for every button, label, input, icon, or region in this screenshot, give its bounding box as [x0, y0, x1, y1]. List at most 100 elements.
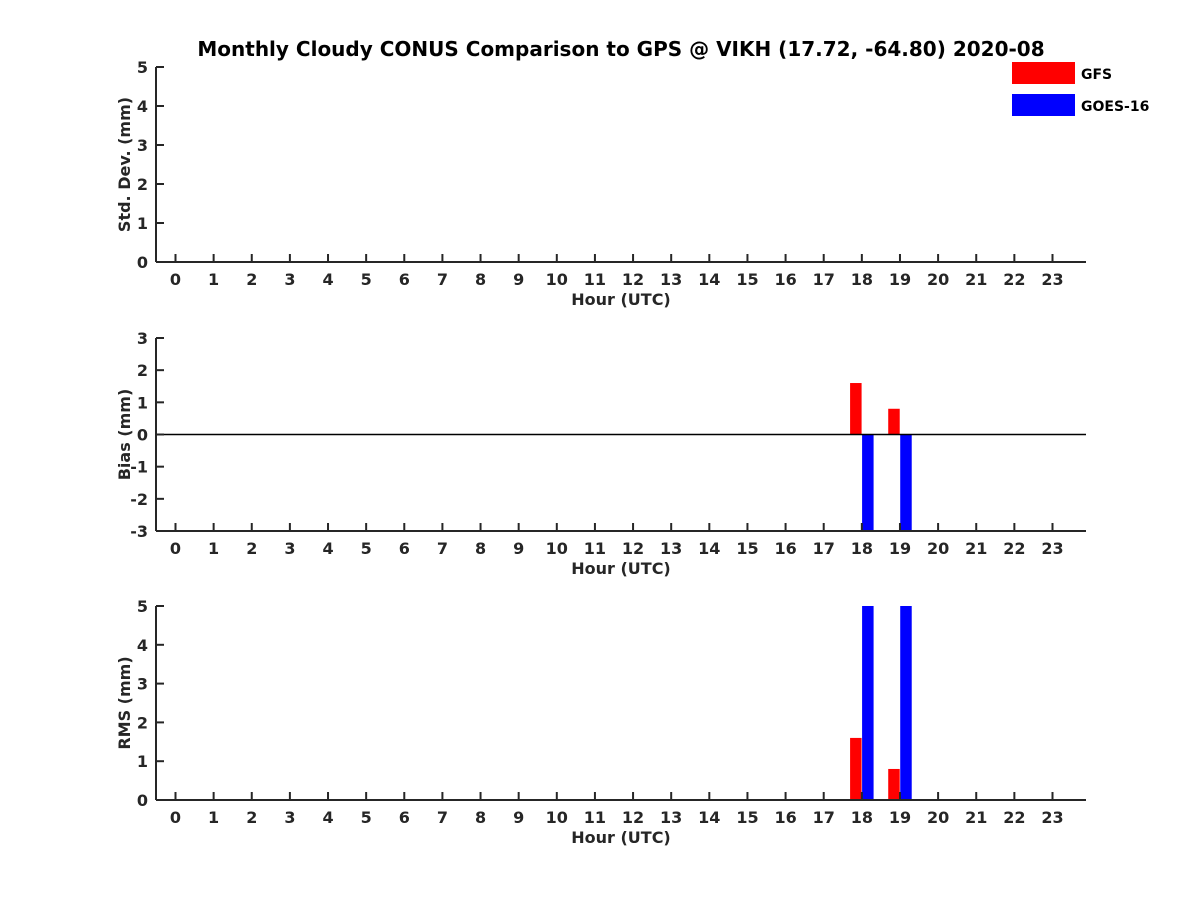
x-tick-label: 17 — [813, 539, 835, 558]
x-tick-label: 11 — [584, 808, 606, 827]
x-tick-label: 6 — [399, 539, 410, 558]
y-tick-label: 0 — [137, 253, 148, 272]
x-tick-label: 6 — [399, 808, 410, 827]
x-tick-label: 8 — [475, 270, 486, 289]
x-tick-label: 7 — [437, 539, 448, 558]
legend-label-goes16: GOES-16 — [1081, 99, 1149, 115]
x-tick-label: 19 — [889, 808, 911, 827]
x-tick-label: 12 — [622, 808, 644, 827]
y-tick-label: 4 — [137, 636, 148, 655]
x-tick-label: 3 — [284, 270, 295, 289]
x-tick-label: 16 — [774, 539, 796, 558]
y-tick-label: 5 — [137, 58, 148, 77]
x-tick-label: 14 — [698, 539, 720, 558]
x-tick-label: 0 — [170, 270, 181, 289]
x-tick-label: 4 — [322, 808, 333, 827]
x-tick-label: 1 — [208, 270, 219, 289]
y-axis-label: RMS (mm) — [115, 656, 134, 749]
x-tick-label: 5 — [361, 808, 372, 827]
x-tick-label: 17 — [813, 808, 835, 827]
x-tick-label: 7 — [437, 808, 448, 827]
y-tick-label: 0 — [137, 426, 148, 445]
y-axis-label: Bias (mm) — [115, 389, 134, 481]
bar-gfs-hour-18 — [850, 383, 862, 435]
x-tick-label: 2 — [246, 270, 257, 289]
x-tick-label: 23 — [1041, 270, 1063, 289]
x-tick-label: 21 — [965, 808, 987, 827]
x-tick-label: 20 — [927, 270, 949, 289]
x-tick-label: 20 — [927, 539, 949, 558]
x-tick-label: 15 — [736, 539, 758, 558]
x-tick-label: 16 — [774, 270, 796, 289]
x-tick-label: 9 — [513, 539, 524, 558]
x-tick-label: 18 — [851, 270, 873, 289]
x-tick-label: 9 — [513, 270, 524, 289]
y-tick-label: 2 — [137, 713, 148, 732]
y-tick-label: 4 — [137, 97, 148, 116]
x-tick-label: 15 — [736, 270, 758, 289]
x-axis-label: Hour (UTC) — [571, 559, 671, 578]
x-tick-label: 19 — [889, 539, 911, 558]
x-tick-label: 10 — [546, 808, 568, 827]
x-tick-label: 13 — [660, 808, 682, 827]
x-tick-label: 8 — [475, 539, 486, 558]
y-axis-label: Std. Dev. (mm) — [115, 97, 134, 232]
x-tick-label: 19 — [889, 270, 911, 289]
y-tick-label: 1 — [137, 393, 148, 412]
x-tick-label: 4 — [322, 539, 333, 558]
x-tick-label: 5 — [361, 270, 372, 289]
y-tick-label: -1 — [130, 458, 148, 477]
x-tick-label: 10 — [546, 270, 568, 289]
x-tick-label: 21 — [965, 270, 987, 289]
x-tick-label: 13 — [660, 270, 682, 289]
x-tick-label: 8 — [475, 808, 486, 827]
x-tick-label: 16 — [774, 808, 796, 827]
x-tick-label: 22 — [1003, 270, 1025, 289]
x-tick-label: 9 — [513, 808, 524, 827]
x-tick-label: 14 — [698, 270, 720, 289]
x-tick-label: 3 — [284, 539, 295, 558]
x-tick-label: 11 — [584, 539, 606, 558]
x-tick-label: 23 — [1041, 808, 1063, 827]
x-tick-label: 2 — [246, 808, 257, 827]
x-tick-label: 3 — [284, 808, 295, 827]
y-tick-label: -3 — [130, 522, 148, 541]
y-tick-label: 3 — [137, 136, 148, 155]
x-axis-label: Hour (UTC) — [571, 828, 671, 847]
x-tick-label: 12 — [622, 539, 644, 558]
x-tick-label: 13 — [660, 539, 682, 558]
legend-swatch-gfs — [1012, 62, 1075, 84]
x-tick-label: 4 — [322, 270, 333, 289]
x-tick-label: 15 — [736, 808, 758, 827]
y-tick-label: 3 — [137, 675, 148, 694]
x-tick-label: 18 — [851, 808, 873, 827]
x-axis-label: Hour (UTC) — [571, 290, 671, 309]
x-tick-label: 2 — [246, 539, 257, 558]
legend-label-gfs: GFS — [1081, 67, 1112, 83]
bar-gfs-hour-18 — [850, 737, 862, 800]
y-tick-label: 3 — [137, 329, 148, 348]
x-tick-label: 0 — [170, 539, 181, 558]
x-tick-label: 10 — [546, 539, 568, 558]
x-tick-label: 11 — [584, 270, 606, 289]
x-tick-label: 23 — [1041, 539, 1063, 558]
y-tick-label: 1 — [137, 752, 148, 771]
x-tick-label: 6 — [399, 270, 410, 289]
bar-goes16-hour-19 — [900, 606, 912, 800]
x-tick-label: 21 — [965, 539, 987, 558]
x-tick-label: 22 — [1003, 539, 1025, 558]
y-tick-label: 1 — [137, 214, 148, 233]
x-tick-label: 14 — [698, 808, 720, 827]
x-tick-label: 5 — [361, 539, 372, 558]
x-tick-label: 7 — [437, 270, 448, 289]
x-tick-label: 1 — [208, 539, 219, 558]
x-tick-label: 18 — [851, 539, 873, 558]
bar-goes16-hour-19 — [900, 434, 912, 531]
y-tick-label: 0 — [137, 791, 148, 810]
bar-goes16-hour-18 — [862, 606, 874, 800]
y-tick-label: 2 — [137, 175, 148, 194]
x-tick-label: 22 — [1003, 808, 1025, 827]
